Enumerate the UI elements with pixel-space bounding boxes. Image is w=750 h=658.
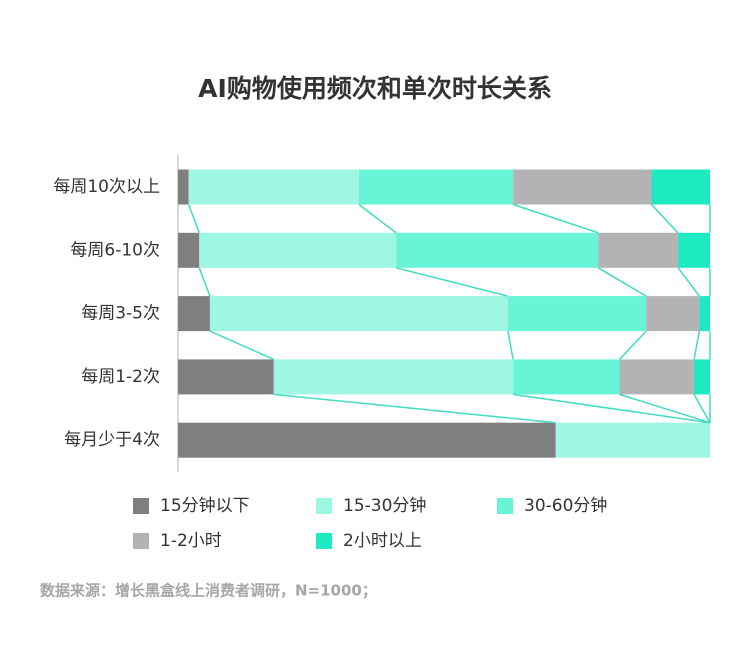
bar-segment <box>694 359 710 395</box>
y-tick-label: 每月少于4次 <box>64 430 160 450</box>
connector-line <box>650 203 679 234</box>
bar-segment <box>178 169 189 205</box>
bar-segment <box>396 232 599 268</box>
connector-line <box>198 267 211 297</box>
chart-title: AI购物使用频次和单次时长关系 <box>198 74 552 103</box>
bar-segment <box>178 422 556 458</box>
bar-segment <box>209 296 508 332</box>
connector-line <box>513 393 711 424</box>
connector-line <box>395 267 509 297</box>
bar-segment <box>358 169 514 205</box>
bar-segment <box>273 359 514 395</box>
bar-segment <box>199 232 397 268</box>
source-note: 数据来源：增长黑盒线上消费者调研，N=1000； <box>40 582 377 600</box>
legend-swatch <box>316 498 332 514</box>
legend-label: 30-60分钟 <box>524 496 607 516</box>
bar-segment <box>513 359 620 395</box>
y-tick-label: 每周6-10次 <box>70 240 160 260</box>
legend-swatch <box>316 533 332 549</box>
y-tick-label: 每周10次以上 <box>53 177 160 197</box>
connector-line <box>512 203 599 234</box>
bar-segment <box>598 232 679 268</box>
bar-segment <box>178 296 210 332</box>
connector-line <box>597 267 647 297</box>
legend-swatch <box>133 533 149 549</box>
legend-swatch <box>497 498 513 514</box>
legend-label: 15分钟以下 <box>160 496 250 516</box>
connector-line <box>273 393 556 424</box>
legend-label: 1-2小时 <box>160 531 222 551</box>
connector-line <box>619 330 647 360</box>
connector-line <box>507 330 514 360</box>
bar-segment <box>178 232 200 268</box>
bar-segment <box>555 422 710 458</box>
connector-line <box>677 267 700 297</box>
y-tick-label: 每周1-2次 <box>81 367 160 387</box>
bar-segment <box>651 169 710 205</box>
legend-label: 15-30分钟 <box>343 496 426 516</box>
bar-segment <box>699 296 710 332</box>
connector-line <box>693 330 701 360</box>
bar-segment <box>507 296 647 332</box>
y-tick-label: 每周3-5次 <box>81 304 160 324</box>
connector-line <box>187 204 200 234</box>
legend-swatch <box>133 498 149 514</box>
bar-segment <box>619 359 695 395</box>
connector-line <box>209 330 275 361</box>
legend-label: 2小时以上 <box>343 531 422 551</box>
bar-segment <box>178 359 274 395</box>
bar-segment <box>513 169 652 205</box>
bar-segment <box>646 296 700 332</box>
bar-segment <box>678 232 710 268</box>
connector-line <box>693 394 711 424</box>
connector-line <box>358 203 397 234</box>
connector-line <box>619 393 711 424</box>
bar-segment <box>188 169 359 205</box>
